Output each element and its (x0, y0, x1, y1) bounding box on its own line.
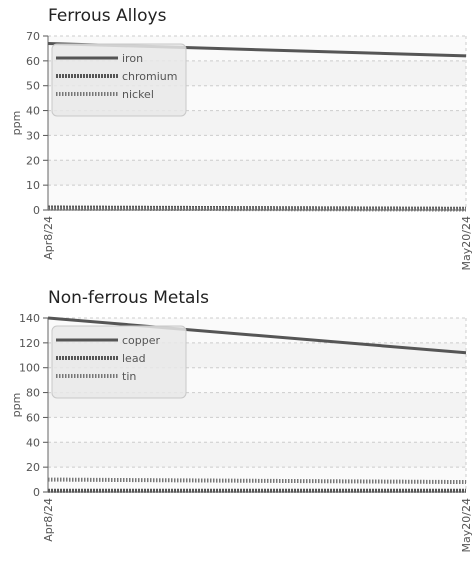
legend-label: nickel (122, 88, 154, 101)
x-tick-label: May20/24 (460, 498, 473, 552)
legend-label: iron (122, 52, 143, 65)
y-tick-label: 0 (33, 204, 40, 217)
y-tick-label: 30 (26, 129, 40, 142)
x-tick-label: May20/24 (460, 216, 473, 270)
y-tick-label: 20 (26, 461, 40, 474)
legend: copper lead tin (51, 325, 187, 399)
series-line-tin (47, 477, 467, 485)
x-tick-label: Apr8/24 (42, 498, 55, 542)
legend-label: chromium (122, 70, 178, 83)
y-tick-label: 140 (19, 312, 40, 325)
y-tick-label: 10 (26, 179, 40, 192)
chart-title: Ferrous Alloys (48, 6, 167, 26)
y-tick-label: 50 (26, 80, 40, 93)
grid-band (48, 467, 466, 492)
legend-label: lead (122, 352, 146, 365)
y-tick-label: 60 (26, 55, 40, 68)
y-tick-label: 120 (19, 337, 40, 350)
grid-band (48, 135, 466, 161)
x-tick-label: Apr8/24 (42, 216, 55, 260)
legend: iron chromium nickel (51, 43, 187, 117)
y-tick-label: 80 (26, 387, 40, 400)
y-tick-label: 100 (19, 362, 40, 375)
y-tick-label: 20 (26, 154, 40, 167)
chart-panel-nonferrous: Non-ferrous Metals 0 20 40 60 80 100 120 140 ppm… (0, 282, 474, 565)
chart-title: Non-ferrous Metals (48, 288, 210, 308)
y-tick-label: 40 (26, 436, 40, 449)
y-tick-label: 40 (26, 105, 40, 118)
y-tick-label: 60 (26, 411, 40, 424)
chart-plot: 0 10 20 30 40 50 60 70 ppm Apr8/24 May20/24 iron chr… (10, 30, 473, 270)
series-line-copper (47, 316, 467, 355)
grid-band (48, 417, 466, 443)
legend-box (51, 43, 187, 117)
chart-panel-ferrous: Ferrous Alloys 0 10 20 30 40 50 60 70 ppm Apr8/24… (0, 0, 474, 282)
y-tick-label: 0 (33, 486, 40, 499)
chart-plot: 0 20 40 60 80 100 120 140 ppm Apr8/24 May20/24 copp… (10, 312, 473, 552)
legend-box (51, 325, 187, 399)
y-axis-label: ppm (10, 393, 23, 418)
legend-label: tin (122, 370, 136, 383)
legend-label: copper (122, 334, 161, 347)
y-tick-label: 70 (26, 30, 40, 43)
y-axis-label: ppm (10, 111, 23, 136)
series-line-nickel (47, 206, 467, 212)
